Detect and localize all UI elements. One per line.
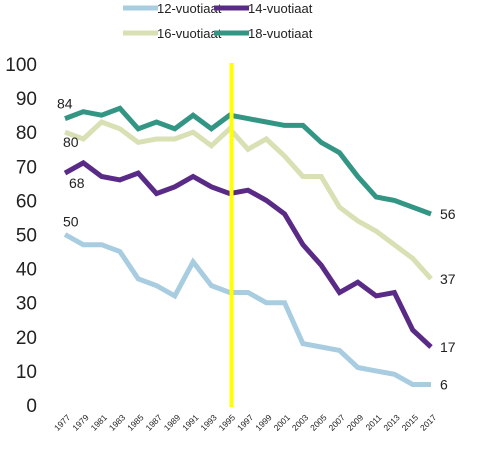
y-tick-label: 30: [16, 294, 37, 315]
x-tick-label: 1981: [89, 412, 110, 433]
series-line-1: [63, 232, 431, 387]
data-labels: 50 6 68 17 80 37 84 56: [57, 96, 456, 393]
legend-label: 18-vuotiaat: [248, 26, 313, 41]
end-value-label: 17: [440, 339, 456, 355]
y-tick-label: 10: [16, 362, 37, 383]
y-axis: 0 10 20 30 40 50 60 70 80 90 100: [5, 55, 37, 417]
x-tick-label: 1993: [198, 412, 219, 433]
start-value-label: 50: [63, 214, 79, 230]
x-tick-label: 2011: [364, 412, 384, 432]
series-line-3: [64, 119, 433, 281]
x-tick-label: 2013: [381, 412, 402, 433]
x-tick-label: 1995: [217, 412, 238, 433]
series-lines: [63, 105, 433, 387]
y-tick-label: 70: [16, 157, 37, 178]
x-tick-label: 2015: [400, 412, 421, 433]
legend-label: 12-vuotiaat: [157, 1, 222, 16]
y-tick-label: 40: [16, 260, 37, 281]
x-tick-label: 1983: [107, 412, 128, 433]
y-tick-label: 0: [26, 396, 37, 417]
x-tick-label: 1997: [235, 412, 256, 433]
series-line-2: [63, 159, 433, 349]
legend: 12-vuotiaat 14-vuotiaat 16-vuotiaat 18-vuot…: [123, 1, 313, 41]
end-value-label: 37: [440, 271, 456, 287]
legend-label: 14-vuotiaat: [248, 1, 313, 16]
x-axis: 1977197919811983198519871989199119931995…: [52, 412, 439, 433]
series-line-4: [64, 105, 432, 217]
y-tick-label: 100: [5, 55, 37, 76]
x-tick-label: 2007: [326, 412, 347, 433]
end-value-label: 6: [440, 377, 448, 393]
y-tick-label: 50: [16, 226, 37, 247]
x-tick-label: 1977: [52, 412, 73, 433]
y-tick-label: 20: [16, 328, 37, 349]
x-tick-label: 2003: [290, 412, 311, 433]
legend-item: 12-vuotiaat: [123, 1, 222, 16]
legend-item: 18-vuotiaat: [214, 26, 313, 41]
x-tick-label: 2001: [272, 412, 293, 433]
x-tick-label: 1989: [162, 412, 183, 433]
x-tick-label: 1987: [143, 412, 164, 433]
x-tick-label: 1979: [70, 412, 91, 433]
y-tick-label: 90: [16, 89, 37, 110]
x-tick-label: 2005: [308, 412, 329, 433]
legend-item: 14-vuotiaat: [214, 1, 313, 16]
start-value-label: 84: [57, 96, 73, 112]
y-tick-label: 60: [16, 191, 37, 212]
x-tick-label: 2009: [345, 412, 366, 433]
x-tick-label: 1991: [180, 412, 201, 433]
x-tick-label: 1999: [253, 412, 274, 433]
start-value-label: 68: [69, 175, 85, 191]
legend-item: 16-vuotiaat: [123, 26, 222, 41]
legend-label: 16-vuotiaat: [157, 26, 222, 41]
y-tick-label: 80: [16, 123, 37, 144]
x-tick-label: 1985: [125, 412, 146, 433]
end-value-label: 56: [440, 206, 456, 222]
start-value-label: 80: [63, 134, 79, 150]
x-tick-label: 2017: [418, 412, 439, 433]
